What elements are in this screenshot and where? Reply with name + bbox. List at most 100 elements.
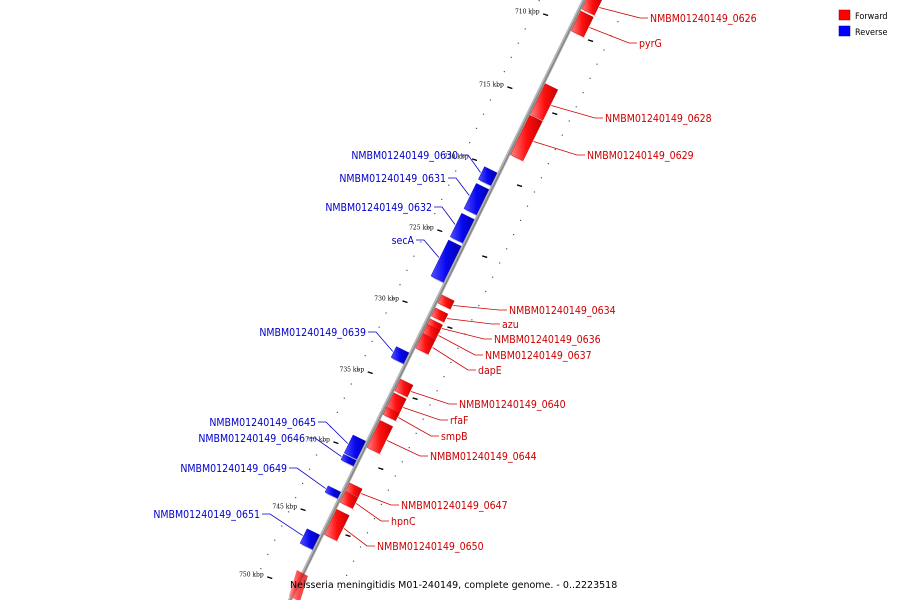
guide-dot xyxy=(475,127,478,130)
guide-dot xyxy=(380,503,382,505)
guide-dot xyxy=(524,28,526,30)
gene-label[interactable]: NMBM01240149_0631 xyxy=(339,173,446,185)
gene-label-leader xyxy=(446,318,500,325)
gene-label[interactable]: NMBM01240149_0629 xyxy=(587,150,694,162)
gene-label[interactable]: NMBM01240149_0628 xyxy=(605,113,712,125)
guide-dot xyxy=(350,383,352,385)
forward-gene-feature[interactable] xyxy=(288,570,308,600)
reverse-gene-feature[interactable] xyxy=(324,485,341,501)
forward-gene-feature[interactable] xyxy=(437,294,455,312)
guide-dot xyxy=(617,20,619,23)
gene-label[interactable]: NMBM01240149_0651 xyxy=(153,509,260,521)
gene-label[interactable]: hpnC xyxy=(391,516,416,528)
gene-label[interactable]: NMBM01240149_0637 xyxy=(485,350,592,362)
scale-tick xyxy=(481,255,488,259)
gene-label[interactable]: NMBM01240149_0630 xyxy=(351,150,458,162)
guide-dot xyxy=(603,49,605,51)
scale-tick xyxy=(267,576,273,580)
guide-dot xyxy=(315,454,318,456)
forward-gene-feature[interactable] xyxy=(581,0,603,18)
forward-gene-feature[interactable] xyxy=(382,407,400,424)
scale-mark-label: 730 kbp xyxy=(374,296,399,303)
guide-dot xyxy=(561,134,563,136)
gene-label[interactable]: rfaF xyxy=(450,415,468,427)
gene-label[interactable]: NMBM01240149_0626 xyxy=(650,13,757,25)
guide-dot xyxy=(352,560,355,562)
gene-label[interactable]: NMBM01240149_0646 xyxy=(198,433,305,445)
reverse-gene-feature[interactable] xyxy=(463,183,490,218)
gene-label[interactable]: dapE xyxy=(478,365,502,377)
gene-label-leader xyxy=(448,177,470,196)
guide-dot xyxy=(394,475,396,477)
scale-mark-label: 745 kbp xyxy=(272,504,297,511)
forward-gene-feature[interactable] xyxy=(570,10,594,40)
guide-dot xyxy=(339,588,341,591)
reverse-gene-feature[interactable] xyxy=(449,213,475,246)
gene-label[interactable]: secA xyxy=(392,235,415,247)
gene-label[interactable]: NMBM01240149_0645 xyxy=(209,417,316,429)
reverse-gene-feature[interactable] xyxy=(343,434,366,462)
reverse-gene-feature[interactable] xyxy=(340,454,357,469)
guide-dot xyxy=(371,340,373,343)
guide-dot xyxy=(436,390,438,392)
gene-label[interactable]: pyrG xyxy=(639,38,662,50)
gene-label-leader xyxy=(416,239,440,258)
scale-mark-label: 710 kbp xyxy=(515,9,540,16)
guide-dot xyxy=(359,546,362,548)
guide-dot xyxy=(378,326,380,328)
guide-dot xyxy=(336,411,338,414)
guide-dot xyxy=(413,255,415,257)
scale-mark-label: 715 kbp xyxy=(479,82,504,89)
gene-label-leader xyxy=(289,467,326,489)
strand-legend: Forward Reverse xyxy=(838,9,888,38)
guide-dot xyxy=(366,532,369,534)
scale-tick xyxy=(412,397,418,401)
gene-label[interactable]: NMBM01240149_0644 xyxy=(430,451,537,463)
gene-label-leader xyxy=(398,417,439,437)
guide-dot xyxy=(267,553,269,556)
scale-tick xyxy=(471,158,478,162)
guide-dot xyxy=(554,148,556,150)
scale-tick xyxy=(333,441,339,445)
gene-label[interactable]: NMBM01240149_0634 xyxy=(509,305,616,317)
guide-dot xyxy=(422,418,424,420)
reverse-gene-feature[interactable] xyxy=(390,346,410,366)
guide-dot xyxy=(499,262,501,264)
gene-label[interactable]: NMBM01240149_0636 xyxy=(494,334,601,346)
gene-label-leader xyxy=(533,141,585,156)
guide-dot xyxy=(448,184,450,186)
guide-dot xyxy=(519,219,522,221)
guide-dot xyxy=(533,191,536,193)
gene-label[interactable]: NMBM01240149_0647 xyxy=(401,500,508,512)
gene-label[interactable]: azu xyxy=(502,319,519,331)
forward-gene-feature[interactable] xyxy=(530,83,559,123)
gene-label[interactable]: NMBM01240149_0632 xyxy=(325,202,432,214)
forward-gene-feature[interactable] xyxy=(339,491,359,511)
gene-label[interactable]: NMBM01240149_0650 xyxy=(377,541,484,553)
reverse-gene-feature[interactable] xyxy=(299,528,320,552)
forward-gene-feature[interactable] xyxy=(415,333,436,357)
gene-label-leader xyxy=(307,437,342,457)
guide-dot xyxy=(399,284,401,286)
guide-dot xyxy=(427,227,429,229)
gene-label[interactable]: NMBM01240149_0640 xyxy=(459,399,566,411)
guide-dot xyxy=(517,42,519,44)
gene-label[interactable]: smpB xyxy=(441,431,468,443)
strand-guide-dots xyxy=(260,0,619,591)
reverse-gene-feature[interactable] xyxy=(430,239,462,285)
forward-gene-feature[interactable] xyxy=(510,114,543,164)
forward-gene-feature[interactable] xyxy=(431,307,449,325)
forward-gene-feature[interactable] xyxy=(394,378,414,400)
guide-dot xyxy=(308,468,311,470)
gene-label-leader xyxy=(589,27,637,44)
scale-mark-label: 735 kbp xyxy=(340,367,365,374)
forward-gene-feature[interactable] xyxy=(324,509,350,544)
gene-label-leader xyxy=(599,7,648,19)
scale-tick xyxy=(507,86,513,90)
reverse-gene-feature[interactable] xyxy=(478,166,498,188)
scale-mark-label: 720 kbp xyxy=(444,154,469,161)
forward-gene-feature[interactable] xyxy=(366,420,394,456)
guide-dot xyxy=(568,120,570,122)
gene-label[interactable]: NMBM01240149_0639 xyxy=(259,327,366,339)
gene-label[interactable]: NMBM01240149_0649 xyxy=(180,463,287,475)
